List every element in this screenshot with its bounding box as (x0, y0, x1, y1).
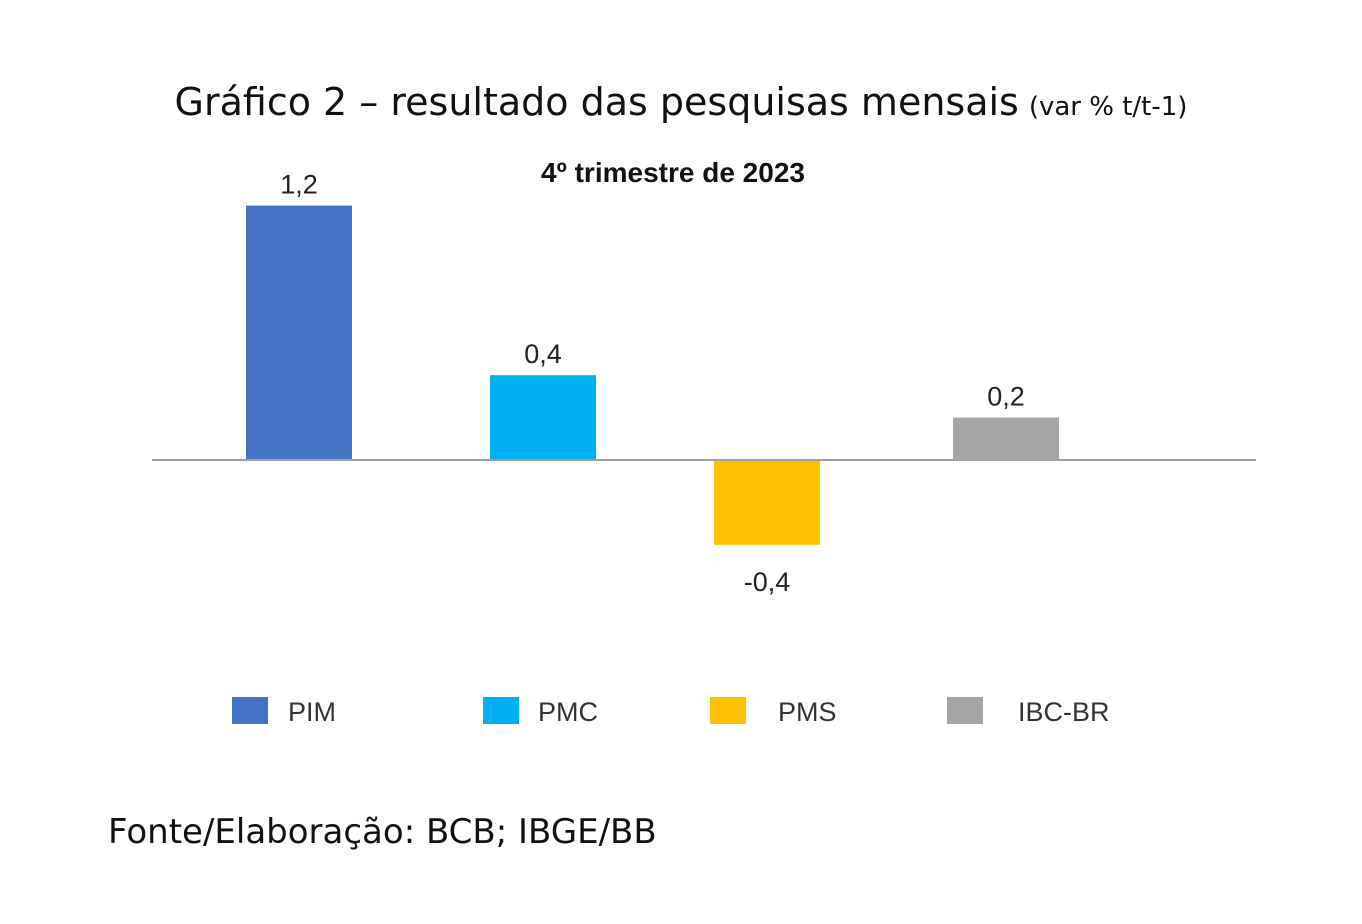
legend-label-pmc: PMC (538, 697, 598, 727)
legend-swatch-pms (710, 697, 746, 724)
legend-swatch-ibc-br (947, 697, 983, 724)
source-note: Fonte/Elaboração: BCB; IBGE/BB (108, 812, 657, 852)
legend-label-pms: PMS (778, 697, 837, 727)
main-title-text: Gráfico 2 – resultado das pesquisas mens… (174, 80, 1019, 124)
main-title: Gráfico 2 – resultado das pesquisas mens… (0, 80, 1362, 124)
legend-swatch-pmc (483, 697, 519, 724)
bar-ibc-br (953, 417, 1059, 460)
data-label-pms: -0,4 (744, 567, 791, 597)
bars-layer (246, 205, 1059, 545)
data-label-pmc: 0,4 (524, 339, 562, 369)
legend-swatch-pim (232, 697, 268, 724)
data-label-ibc-br: 0,2 (987, 382, 1025, 412)
chart-subtitle: 4º trimestre de 2023 (541, 157, 805, 188)
data-label-pim: 1,2 (280, 170, 318, 200)
bar-pms (714, 460, 820, 545)
data-labels-layer: 1,2 0,4 -0,4 0,2 (280, 170, 1025, 597)
legend-label-pim: PIM (288, 697, 336, 727)
legend: PIM PMC PMS IBC-BR (232, 697, 1110, 727)
legend-label-ibc-br: IBC-BR (1018, 697, 1110, 727)
main-title-unit: (var % t/t-1) (1028, 92, 1188, 122)
bar-pim (246, 205, 352, 460)
bar-pmc (490, 375, 596, 460)
